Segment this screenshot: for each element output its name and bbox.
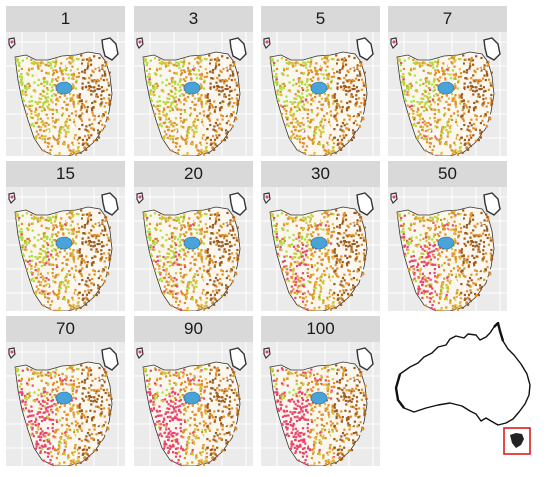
panel-label: 100 bbox=[306, 319, 335, 338]
flinders-island bbox=[356, 192, 374, 216]
central-plateau-lakes bbox=[310, 236, 328, 250]
habitat-points bbox=[397, 54, 495, 156]
habitat-points bbox=[143, 209, 241, 311]
tasmania-map bbox=[261, 32, 380, 156]
central-plateau-lakes bbox=[183, 81, 201, 95]
map-plot-area bbox=[388, 187, 507, 311]
panel-strip: 50 bbox=[388, 161, 507, 187]
panel-label: 7 bbox=[442, 9, 453, 28]
panel-label: 30 bbox=[311, 164, 330, 183]
map-panel: 20 bbox=[134, 161, 253, 311]
map-panel: 90 bbox=[134, 316, 253, 466]
map-panel: 1 bbox=[6, 6, 125, 156]
map-plot-area bbox=[388, 32, 507, 156]
map-panel: 5 bbox=[261, 6, 380, 156]
australia-mainland bbox=[395, 322, 531, 426]
tasmania-shape bbox=[510, 433, 524, 448]
map-panel: 15 bbox=[6, 161, 125, 311]
panel-strip: 15 bbox=[6, 161, 125, 187]
panel-strip: 20 bbox=[134, 161, 253, 187]
australia-locator-map bbox=[390, 320, 542, 456]
map-panel: 100 bbox=[261, 316, 380, 466]
habitat-points bbox=[143, 364, 241, 466]
central-plateau-lakes bbox=[55, 391, 73, 405]
flinders-island bbox=[229, 192, 247, 216]
tasmania-map bbox=[134, 342, 253, 466]
panel-label: 3 bbox=[188, 9, 199, 28]
flinders-island bbox=[229, 37, 247, 61]
map-plot-area bbox=[261, 32, 380, 156]
habitat-points bbox=[15, 209, 113, 311]
tasmania-map bbox=[6, 187, 125, 311]
panel-strip: 5 bbox=[261, 6, 380, 32]
panel-strip: 30 bbox=[261, 161, 380, 187]
flinders-island bbox=[101, 37, 119, 61]
panel-strip: 90 bbox=[134, 316, 253, 342]
map-panel: 3 bbox=[134, 6, 253, 156]
panel-label: 15 bbox=[56, 164, 75, 183]
central-plateau-lakes bbox=[183, 236, 201, 250]
panel-strip: 7 bbox=[388, 6, 507, 32]
flinders-island bbox=[483, 192, 501, 216]
habitat-points bbox=[270, 54, 368, 156]
flinders-island bbox=[483, 37, 501, 61]
central-plateau-lakes bbox=[310, 81, 328, 95]
map-plot-area bbox=[6, 32, 125, 156]
panel-label: 70 bbox=[56, 319, 75, 338]
habitat-points bbox=[143, 54, 241, 156]
map-panel: 7 bbox=[388, 6, 507, 156]
map-panel: 50 bbox=[388, 161, 507, 311]
habitat-points bbox=[397, 209, 495, 311]
tasmania-map bbox=[134, 187, 253, 311]
panel-label: 50 bbox=[438, 164, 457, 183]
habitat-points bbox=[270, 209, 368, 311]
panel-label: 90 bbox=[184, 319, 203, 338]
map-panel: 70 bbox=[6, 316, 125, 466]
map-panel: 30 bbox=[261, 161, 380, 311]
flinders-island bbox=[101, 347, 119, 371]
australia-outline bbox=[394, 320, 531, 455]
map-plot-area bbox=[6, 342, 125, 466]
central-plateau-lakes bbox=[55, 236, 73, 250]
tasmania-map bbox=[261, 342, 380, 466]
panel-label: 20 bbox=[184, 164, 203, 183]
map-plot-area bbox=[134, 32, 253, 156]
map-plot-area bbox=[134, 342, 253, 466]
central-plateau-lakes bbox=[437, 236, 455, 250]
map-plot-area bbox=[6, 187, 125, 311]
panel-strip: 70 bbox=[6, 316, 125, 342]
tasmania-map bbox=[134, 32, 253, 156]
tasmania-map bbox=[388, 187, 507, 311]
flinders-island bbox=[356, 347, 374, 371]
central-plateau-lakes bbox=[183, 391, 201, 405]
panel-strip: 1 bbox=[6, 6, 125, 32]
panel-label: 5 bbox=[315, 9, 326, 28]
habitat-points bbox=[270, 364, 368, 466]
tasmania-map bbox=[6, 342, 125, 466]
panel-strip: 100 bbox=[261, 316, 380, 342]
habitat-points bbox=[15, 54, 113, 156]
map-plot-area bbox=[134, 187, 253, 311]
panel-label: 1 bbox=[60, 9, 71, 28]
locator-box bbox=[503, 427, 531, 455]
habitat-points bbox=[15, 364, 113, 466]
tasmania-map bbox=[388, 32, 507, 156]
tasmania-map bbox=[261, 187, 380, 311]
map-plot-area bbox=[261, 187, 380, 311]
central-plateau-lakes bbox=[310, 391, 328, 405]
flinders-island bbox=[101, 192, 119, 216]
map-plot-area bbox=[261, 342, 380, 466]
flinders-island bbox=[356, 37, 374, 61]
panel-strip: 3 bbox=[134, 6, 253, 32]
tasmania-map bbox=[6, 32, 125, 156]
flinders-island bbox=[229, 347, 247, 371]
central-plateau-lakes bbox=[55, 81, 73, 95]
central-plateau-lakes bbox=[437, 81, 455, 95]
